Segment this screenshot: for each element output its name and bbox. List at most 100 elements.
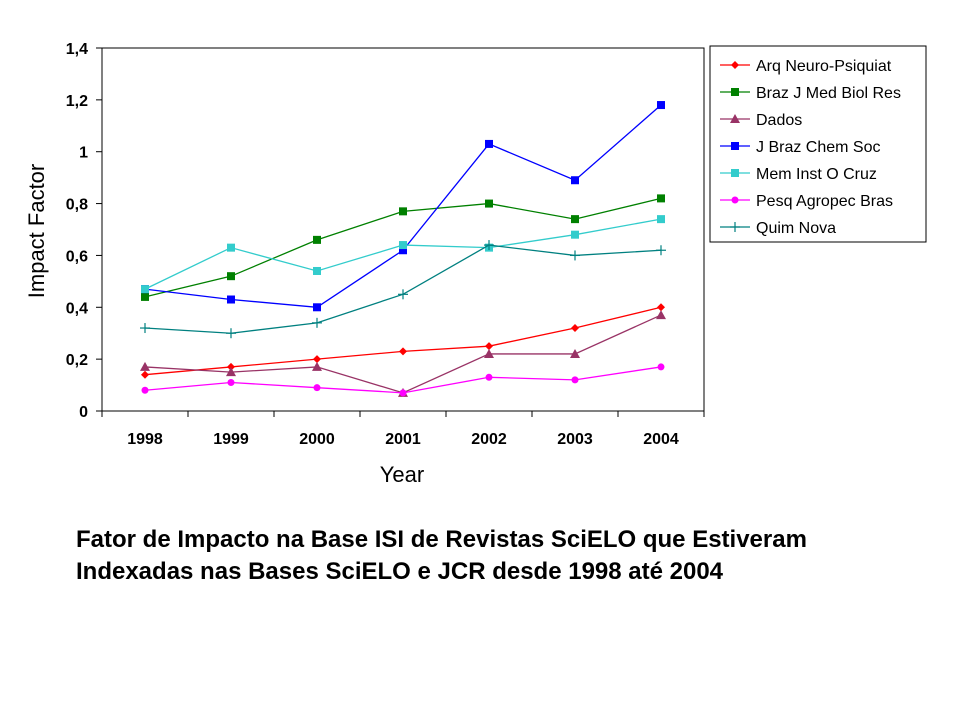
data-point [399, 207, 407, 216]
data-point [398, 289, 408, 300]
x-tick-label: 2001 [385, 431, 421, 448]
data-point [140, 323, 150, 334]
data-point [399, 389, 407, 397]
data-point [226, 367, 236, 377]
data-point [313, 355, 321, 364]
data-point [141, 292, 149, 301]
legend-label: Braz J Med Biol Res [756, 85, 901, 102]
data-point [657, 101, 665, 110]
data-point [484, 348, 494, 358]
data-point [227, 243, 235, 252]
chart-axes [101, 47, 705, 412]
x-axis-ticks: 1998 1999 2000 2001 2002 2003 2004 [101, 411, 705, 448]
data-point [657, 303, 665, 312]
legend-box [709, 45, 927, 243]
data-point [657, 363, 665, 371]
y-tick-label: 0 [79, 404, 88, 421]
y-axis-ticks: 0 0,2 0,4 0,6 0,8 1 1,2 1,4 [66, 41, 102, 421]
data-point [140, 361, 150, 371]
x-tick-label: 2002 [471, 431, 507, 448]
data-point [141, 386, 149, 394]
data-point [141, 370, 149, 379]
data-point [227, 272, 235, 281]
data-point [657, 215, 665, 224]
data-point [656, 245, 666, 256]
chart-caption: Fator de Impacto na Base ISI de Revistas… [76, 524, 936, 588]
y-tick-label: 0,2 [66, 352, 88, 369]
data-point [730, 222, 740, 232]
data-point [313, 235, 321, 244]
x-tick-label: 1998 [127, 431, 163, 448]
impact-factor-chart: 0 0,2 0,4 0,6 0,8 1 1,2 1,4 1998 1999 2000 2001 200… [24, 41, 927, 487]
data-point [141, 285, 149, 294]
data-point [657, 194, 665, 203]
data-point [484, 240, 494, 251]
data-point [731, 169, 739, 177]
series-line [144, 306, 662, 376]
caption-line-1: Fator de Impacto na Base ISI de Revistas… [76, 526, 807, 553]
data-point [399, 241, 407, 250]
series-braz-j-med-biol-res [141, 194, 665, 301]
data-point [485, 199, 493, 208]
x-tick-label: 1999 [213, 431, 249, 448]
data-point [313, 303, 321, 312]
legend-label: Arq Neuro-Psiquiat [756, 58, 892, 75]
data-point [226, 328, 236, 339]
series-quim-nova [140, 240, 666, 339]
data-point [656, 310, 666, 320]
data-point [731, 88, 739, 96]
data-point [485, 139, 493, 148]
x-tick-label: 2003 [557, 431, 593, 448]
data-point [227, 295, 235, 304]
data-point [571, 324, 579, 333]
data-point [571, 376, 579, 384]
legend-entry: Pesq Agropec Bras [720, 193, 893, 210]
series-line [144, 104, 662, 308]
y-tick-label: 0,8 [66, 197, 88, 214]
data-point [571, 176, 579, 185]
y-tick-label: 1 [79, 145, 88, 162]
legend-entry: J Braz Chem Soc [720, 139, 880, 156]
legend-entry: Arq Neuro-Psiquiat [720, 58, 892, 75]
series-layer [140, 101, 666, 397]
data-point [485, 373, 493, 381]
legend-label: J Braz Chem Soc [756, 139, 880, 156]
data-point [227, 362, 235, 371]
data-point [399, 246, 407, 255]
legend-entry: Mem Inst O Cruz [720, 166, 877, 183]
y-tick-label: 1,4 [66, 41, 88, 58]
legend-label: Pesq Agropec Bras [756, 193, 893, 210]
data-point [731, 61, 739, 69]
legend-entry: Braz J Med Biol Res [720, 85, 901, 102]
legend-label: Dados [756, 112, 802, 129]
data-point [570, 348, 580, 358]
data-point [571, 215, 579, 224]
data-point [313, 266, 321, 275]
data-point [312, 361, 322, 371]
data-point [227, 378, 235, 386]
data-point [731, 196, 739, 204]
series-j-braz-chem-soc [141, 101, 665, 312]
data-point [570, 250, 580, 261]
legend: Arq Neuro-Psiquiat Braz J Med Biol Res Dad… [709, 45, 927, 243]
data-point [730, 114, 740, 123]
data-point [313, 384, 321, 392]
data-point [571, 230, 579, 239]
series-pesq-agropec-bras [141, 363, 665, 397]
data-point [485, 342, 493, 351]
legend-entry: Quim Nova [720, 220, 836, 237]
caption-line-2: Indexadas nas Bases SciELO e JCR desde 1… [76, 558, 724, 585]
x-axis-label: Year [380, 462, 424, 487]
data-point [399, 347, 407, 356]
y-axis-label: Impact Factor [24, 164, 49, 298]
data-point [312, 317, 322, 328]
legend-label: Quim Nova [756, 220, 836, 237]
x-tick-label: 2000 [299, 431, 335, 448]
y-tick-label: 0,6 [66, 248, 88, 265]
series-arq-neuro-psiquiat [141, 303, 665, 379]
series-line [144, 244, 662, 334]
y-tick-label: 0,4 [66, 300, 88, 317]
data-point [731, 142, 739, 150]
legend-entry: Dados [720, 112, 802, 129]
y-tick-label: 1,2 [66, 93, 88, 110]
